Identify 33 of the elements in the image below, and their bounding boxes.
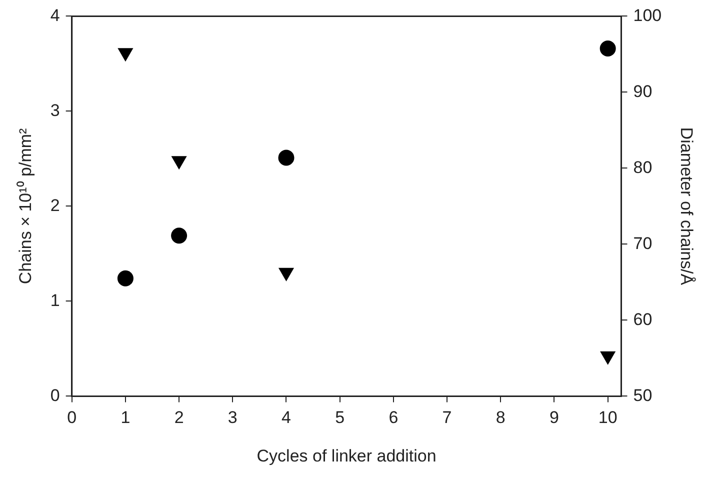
point [278,150,294,166]
x-tick-label: 7 [442,408,452,428]
y2-tick-label: 50 [633,386,652,405]
y-tick-label: 4 [50,6,60,25]
y2-tick-label: 90 [633,82,652,101]
y-tick-label: 2 [50,196,60,215]
y-tick-label: 3 [50,100,60,120]
y-tick-label: 0 [50,386,60,405]
y2-tick-label: 60 [633,310,652,329]
x-tick-label: 10 [598,408,618,428]
x-tick-label: 1 [120,408,130,428]
x-tick-label: 9 [550,408,559,428]
y2-tick-label: 80 [633,158,652,177]
y2-tick-label: 70 [633,234,652,253]
point [278,268,294,282]
y-tick-label: 1 [50,290,60,310]
x-tick-label: 3 [228,408,238,428]
x-tick-label: 0 [67,408,77,428]
point [171,228,188,244]
x-axis-title: Cycles of linker addition [256,446,436,466]
x-tick-label: 5 [335,408,345,428]
point [600,351,616,365]
y2-tick-label: 100 [633,6,662,25]
x-tick-label: 2 [174,408,184,428]
x-tick-label: 8 [496,408,506,428]
point [600,40,616,56]
x-tick-label: 6 [388,408,398,428]
y2-axis-title: Diameter of chains/Å [677,127,696,286]
x-tick-label: 4 [282,408,291,428]
y-axis-title: Chains × 10¹⁰ p/mm² [16,128,35,284]
point [171,156,187,170]
point [117,270,134,286]
point [118,48,134,62]
